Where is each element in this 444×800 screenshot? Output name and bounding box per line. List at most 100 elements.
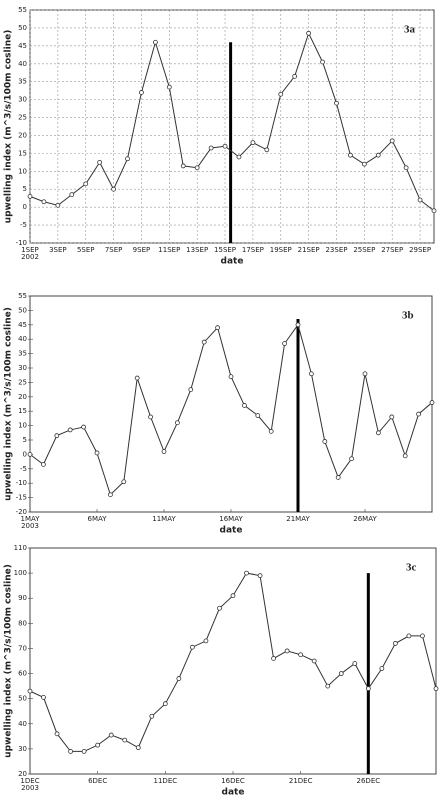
x-tick-label: 6MAY [87, 515, 107, 523]
data-point [257, 573, 263, 579]
x-axis-label: date [222, 788, 245, 798]
data-point [125, 156, 130, 162]
y-tick-label: 20 [18, 131, 27, 139]
x-tick-label: 11SEP [158, 246, 180, 254]
data-point [188, 387, 194, 393]
data-point [389, 414, 395, 420]
data-point [81, 424, 86, 430]
year-label: 2002 [21, 253, 39, 261]
data-point [375, 152, 381, 158]
data-point [215, 325, 221, 331]
year-label: 2003 [21, 784, 39, 792]
data-point [222, 143, 228, 149]
y-tick-label: 50 [18, 306, 27, 314]
y-axis-label: upwelling index (m^3/s/100m cosline) [4, 307, 14, 501]
y-tick-label: 20 [18, 770, 27, 778]
data-point [278, 91, 284, 97]
y-tick-label: 40 [18, 335, 27, 343]
y-tick-label: 55 [18, 292, 27, 300]
y-tick-label: 20 [18, 393, 27, 401]
data-point [389, 138, 395, 144]
x-tick-label: 13SEP [186, 246, 208, 254]
data-point [284, 648, 290, 654]
data-point [228, 374, 234, 380]
data-point [308, 371, 314, 377]
x-tick-label: 5SEP [77, 246, 95, 254]
data-point [417, 197, 423, 203]
data-point [189, 644, 195, 650]
data-point [148, 414, 154, 420]
x-tick-label: 29SEP [409, 246, 431, 254]
data-point [176, 676, 182, 681]
x-tick-label: 1MAY [20, 515, 40, 523]
x-tick-label: 21DEC [289, 777, 313, 785]
data-point [54, 731, 60, 737]
data-point [420, 633, 425, 639]
data-point [379, 666, 385, 671]
y-tick-label: 30 [18, 364, 27, 372]
data-point [338, 671, 344, 676]
x-tick-label: 21SEP [298, 246, 320, 254]
y-tick-label: 10 [18, 167, 27, 175]
x-tick-label: 6DEC [88, 777, 107, 785]
y-tick-label: 40 [18, 60, 27, 68]
data-point [292, 73, 298, 79]
data-point [429, 400, 435, 405]
y-tick-label: 40 [18, 720, 27, 728]
y-tick-label: -10 [16, 239, 27, 247]
y-tick-label: -15 [16, 494, 27, 502]
data-point [55, 202, 61, 208]
y-tick-label: 0 [23, 203, 27, 211]
data-point [67, 427, 73, 433]
data-point [97, 159, 103, 165]
x-tick-label: 25SEP [353, 246, 375, 254]
data-point [81, 749, 87, 754]
y-axis-label: upwelling index (m^3/s/100m cosline) [4, 30, 14, 224]
data-point [180, 163, 186, 169]
data-point [264, 147, 270, 153]
data-point [122, 737, 128, 743]
data-point [334, 100, 339, 106]
year-label: 2003 [21, 522, 39, 530]
y-tick-label: 55 [18, 6, 27, 14]
data-point [271, 656, 277, 661]
data-point [406, 633, 412, 639]
data-point [208, 145, 214, 151]
data-point [166, 84, 172, 90]
x-tick-label: 21MAY [286, 515, 310, 523]
y-axis-label: upwelling index (m^3/s/100m cosline) [4, 564, 14, 758]
panel-label: 3b [402, 310, 414, 322]
data-point [161, 449, 167, 454]
data-point [362, 371, 368, 377]
data-point [108, 492, 113, 498]
y-tick-label: 50 [18, 695, 27, 703]
data-point [325, 683, 331, 689]
panel-label: 3a [404, 24, 416, 36]
data-point [111, 186, 116, 192]
x-tick-label: 26MAY [353, 515, 377, 523]
data-point [295, 322, 301, 328]
x-tick-label: 17SEP [242, 246, 264, 254]
data-point [174, 420, 180, 426]
y-tick-label: 35 [18, 350, 27, 358]
data-point [306, 30, 312, 36]
y-tick-label: 70 [18, 644, 27, 652]
data-line [29, 323, 433, 496]
x-tick-label: 9SEP [133, 246, 151, 254]
data-point [375, 430, 381, 436]
data-point [230, 593, 236, 599]
data-point [255, 413, 261, 418]
y-tick-label: -5 [20, 465, 27, 473]
y-tick-label: 25 [18, 378, 27, 386]
x-tick-label: 19SEP [270, 246, 292, 254]
data-point [433, 686, 439, 692]
x-axis-label: date [220, 526, 243, 536]
data-point [95, 742, 101, 748]
y-tick-label: 15 [18, 149, 27, 157]
y-tick-label: 0 [23, 450, 27, 458]
data-point [349, 456, 355, 462]
x-tick-label: 16MAY [219, 515, 243, 523]
data-point [203, 638, 209, 644]
data-point [217, 605, 222, 611]
